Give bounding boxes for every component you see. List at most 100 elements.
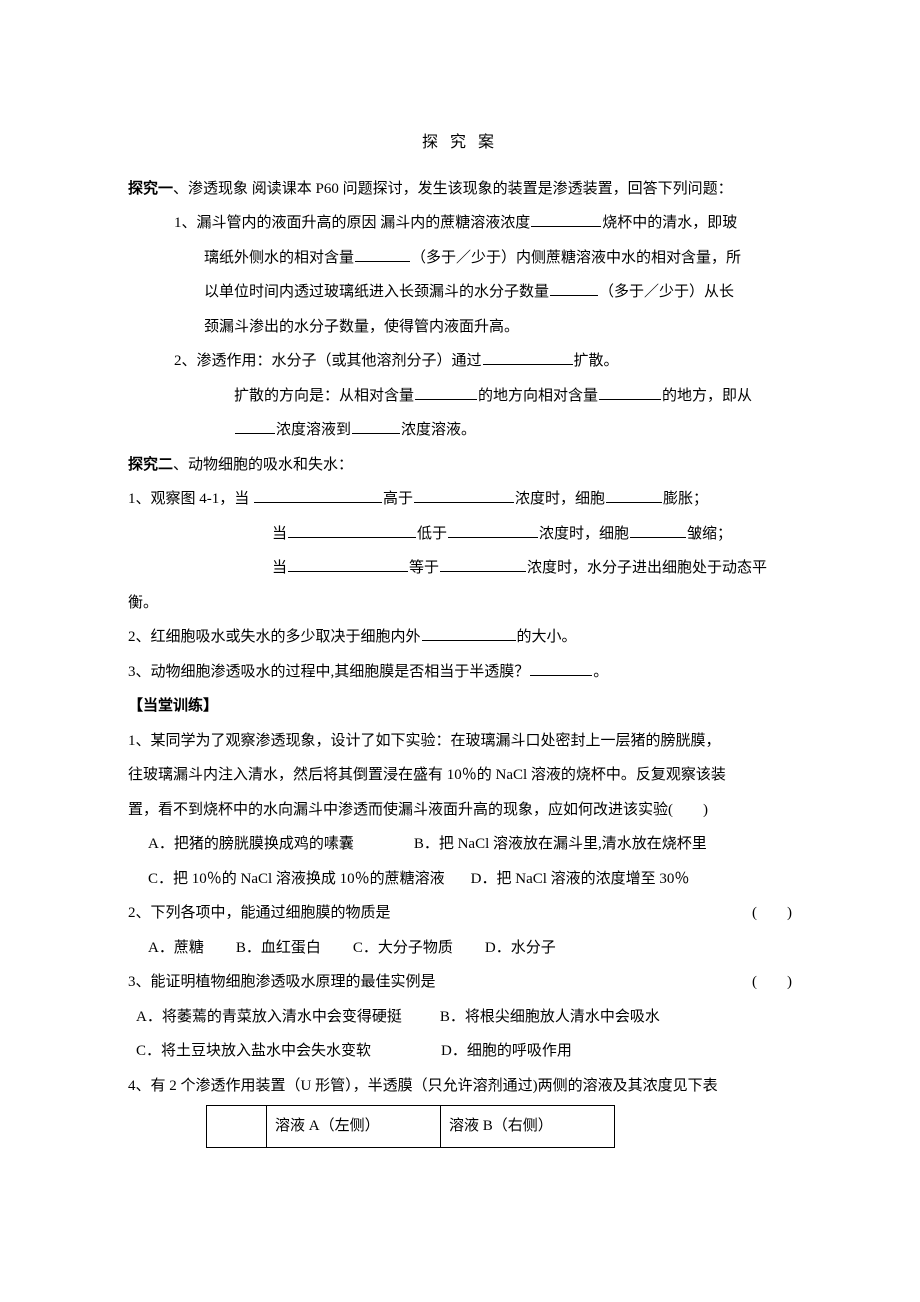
s1-q1-line4: 颈漏斗渗出的水分子数量，使得管内液面升高。 (128, 310, 792, 345)
q2-optD: D．水分子 (485, 940, 556, 956)
s2-q2-end: 的大小。 (517, 629, 577, 645)
s1-q1b: 烧杯中的清水，即玻 (602, 215, 737, 231)
blank (415, 385, 477, 400)
blank (414, 488, 514, 503)
blank (422, 626, 516, 641)
s1-q2c-end: 浓度溶液。 (401, 422, 476, 438)
s2-q1-nd2: 浓度时，细胞 (539, 526, 629, 542)
table-header-b: 溶液 B（右侧） (441, 1106, 615, 1148)
s2-q1-pre: 1、观察图 4-1，当 (128, 491, 253, 507)
s1-q1c-hint: （多于／少于）内侧蔗糖溶液中水的相对含量，所 (411, 250, 741, 266)
blank (288, 557, 408, 572)
q3-optB: B．将根尖细胞放人清水中会吸水 (440, 1009, 660, 1025)
s2-q1-end3b: 衡。 (128, 595, 158, 611)
q1-optD: D．把 NaCl 溶液的浓度增至 30％ (471, 871, 690, 887)
section2-lead: 、动物细胞的吸水和失水： (173, 457, 353, 473)
q1-line2: 往玻璃漏斗内注入清水，然后将其倒置浸在盛有 10％的 NaCl 溶液的烧杯中。反… (128, 758, 792, 793)
q1-optA: A．把猪的膀胱膜换成鸡的嗉囊 (148, 836, 354, 852)
q2-optB: B．血红蛋白 (236, 940, 321, 956)
s2-q2: 2、红细胞吸水或失水的多少取决于细胞内外 的大小。 (128, 620, 792, 655)
s2-q1-end2: 皱缩； (687, 526, 732, 542)
section1-lead: 、渗透现象 阅读课本 P60 问题探讨，发生该现象的装置是渗透装置，回答下列问题… (173, 181, 733, 197)
q3-options-row2: C．将土豆块放入盐水中会失水变软 D．细胞的呼吸作用 (128, 1034, 792, 1069)
s1-q2a: 2、渗透作用：水分子（或其他溶剂分子）通过 (174, 353, 482, 369)
blank (440, 557, 526, 572)
blank (531, 212, 601, 227)
table-row: 溶液 A（左侧） 溶液 B（右侧） (207, 1106, 615, 1148)
q3-stem-row: 3、能证明植物细胞渗透吸水原理的最佳实例是 ( ) (128, 965, 792, 1000)
s1-q1e: 颈漏斗渗出的水分子数量，使得管内液面升高。 (204, 319, 519, 335)
blank (550, 281, 598, 296)
s1-q2b-pre: 扩散的方向是：从相对含量 (234, 388, 414, 404)
q3-stem: 3、能证明植物细胞渗透吸水原理的最佳实例是 (128, 965, 436, 1000)
q1-options-row1: A．把猪的膀胱膜换成鸡的嗉囊 B．把 NaCl 溶液放在漏斗里,清水放在烧杯里 (128, 827, 792, 862)
q3-optD: D．细胞的呼吸作用 (441, 1043, 572, 1059)
s1-q2-line1: 2、渗透作用：水分子（或其他溶剂分子）通过 扩散。 (128, 344, 792, 379)
blank (288, 523, 416, 538)
s2-q1-end3: 浓度时，水分子进出细胞处于动态平 (527, 560, 767, 576)
page-title: 探 究 案 (128, 125, 792, 162)
blank (606, 488, 662, 503)
s1-q1d-hint: （多于／少于）从长 (599, 284, 734, 300)
s2-q3-end: 。 (593, 664, 608, 680)
s2-q1-line3: 当 等于 浓度时，水分子进出细胞处于动态平 (128, 551, 792, 586)
s2-q1-line4: 衡。 (128, 586, 792, 621)
q1-optB: B．把 NaCl 溶液放在漏斗里,清水放在烧杯里 (414, 836, 707, 852)
q2-optC: C．大分子物质 (353, 940, 453, 956)
blank (254, 488, 382, 503)
s1-q1-line2: 璃纸外侧水的相对含量 （多于／少于）内侧蔗糖溶液中水的相对含量，所 (128, 241, 792, 276)
q4-table: 溶液 A（左侧） 溶液 B（右侧） (206, 1105, 615, 1148)
q2-stem: 2、下列各项中，能通过细胞膜的物质是 (128, 896, 391, 931)
s1-q1c: 璃纸外侧水的相对含量 (204, 250, 354, 266)
s2-q1-when2: 当 (272, 560, 287, 576)
blank (355, 247, 410, 262)
q1-line1: 1、某同学为了观察渗透现象，设计了如下实验：在玻璃漏斗口处密封上一层猪的膀胱膜， (128, 724, 792, 759)
s2-q1-e: 等于 (409, 560, 439, 576)
blank (630, 523, 686, 538)
s2-q2-pre: 2、红细胞吸水或失水的多少取决于细胞内外 (128, 629, 421, 645)
s2-q1-when1: 当 (272, 526, 287, 542)
s1-q1-line1: 1、漏斗管内的液面升高的原因 漏斗内的蔗糖溶液浓度 烧杯中的清水，即玻 (128, 206, 792, 241)
q3-optA: A．将萎蔫的青菜放入清水中会变得硬挺 (136, 1009, 402, 1025)
q2-optA: A．蔗糖 (148, 940, 204, 956)
blank (352, 419, 400, 434)
s1-q1a: 1、漏斗管内的液面升高的原因 漏斗内的蔗糖溶液浓度 (174, 215, 530, 231)
s1-q2a-end: 扩散。 (574, 353, 619, 369)
s1-q2c-mid: 浓度溶液到 (276, 422, 351, 438)
s2-q1-h: 高于 (383, 491, 413, 507)
s1-q1-line3: 以单位时间内透过玻璃纸进入长颈漏斗的水分子数量 （多于／少于）从长 (128, 275, 792, 310)
q3-paren: ( ) (752, 965, 792, 1000)
table-header-a: 溶液 A（左侧） (267, 1106, 441, 1148)
s2-q3: 3、动物细胞渗透吸水的过程中,其细胞膜是否相当于半透膜？ 。 (128, 655, 792, 690)
section-1: 探究一、渗透现象 阅读课本 P60 问题探讨，发生该现象的装置是渗透装置，回答下… (128, 172, 792, 207)
s1-q2-line2: 扩散的方向是：从相对含量 的地方向相对含量 的地方，即从 (128, 379, 792, 414)
section-2: 探究二、动物细胞的吸水和失水： (128, 448, 792, 483)
section2-head: 探究二 (128, 457, 173, 473)
s2-q1-end1: 膨胀； (663, 491, 708, 507)
q4-stem: 4、有 2 个渗透作用装置（U 形管），半透膜（只允许溶剂通过)两侧的溶液及其浓… (128, 1069, 792, 1104)
section1-head: 探究一 (128, 181, 173, 197)
blank (235, 419, 275, 434)
s2-q1-l: 低于 (417, 526, 447, 542)
q1-options-row2: C．把 10％的 NaCl 溶液换成 10％的蔗糖溶液 D．把 NaCl 溶液的浓… (128, 862, 792, 897)
q3-optC: C．将土豆块放入盐水中会失水变软 (136, 1043, 371, 1059)
s2-q1-line2: 当 低于 浓度时，细胞 皱缩； (128, 517, 792, 552)
q1-optC: C．把 10％的 NaCl 溶液换成 10％的蔗糖溶液 (148, 871, 445, 887)
s1-q2-line3: 浓度溶液到 浓度溶液。 (128, 413, 792, 448)
q2-stem-row: 2、下列各项中，能通过细胞膜的物质是 ( ) (128, 896, 792, 931)
blank (599, 385, 661, 400)
s1-q1d: 以单位时间内透过玻璃纸进入长颈漏斗的水分子数量 (204, 284, 549, 300)
table-cell-empty (207, 1106, 267, 1148)
s2-q3-pre: 3、动物细胞渗透吸水的过程中,其细胞膜是否相当于半透膜？ (128, 664, 529, 680)
q1-line3: 置，看不到烧杯中的水向漏斗中渗透而使漏斗液面升高的现象，应如何改进该实验( ) (128, 793, 792, 828)
q2-options: A．蔗糖 B．血红蛋白 C．大分子物质 D．水分子 (128, 931, 792, 966)
blank (483, 350, 573, 365)
s2-q1-nd1: 浓度时，细胞 (515, 491, 605, 507)
q3-options-row1: A．将萎蔫的青菜放入清水中会变得硬挺 B．将根尖细胞放人清水中会吸水 (128, 1000, 792, 1035)
blank (530, 661, 592, 676)
q2-paren: ( ) (752, 896, 792, 931)
training-head: 【当堂训练】 (128, 689, 792, 724)
s1-q2b-end: 的地方，即从 (662, 388, 752, 404)
s1-q2b-mid: 的地方向相对含量 (478, 388, 598, 404)
blank (448, 523, 538, 538)
